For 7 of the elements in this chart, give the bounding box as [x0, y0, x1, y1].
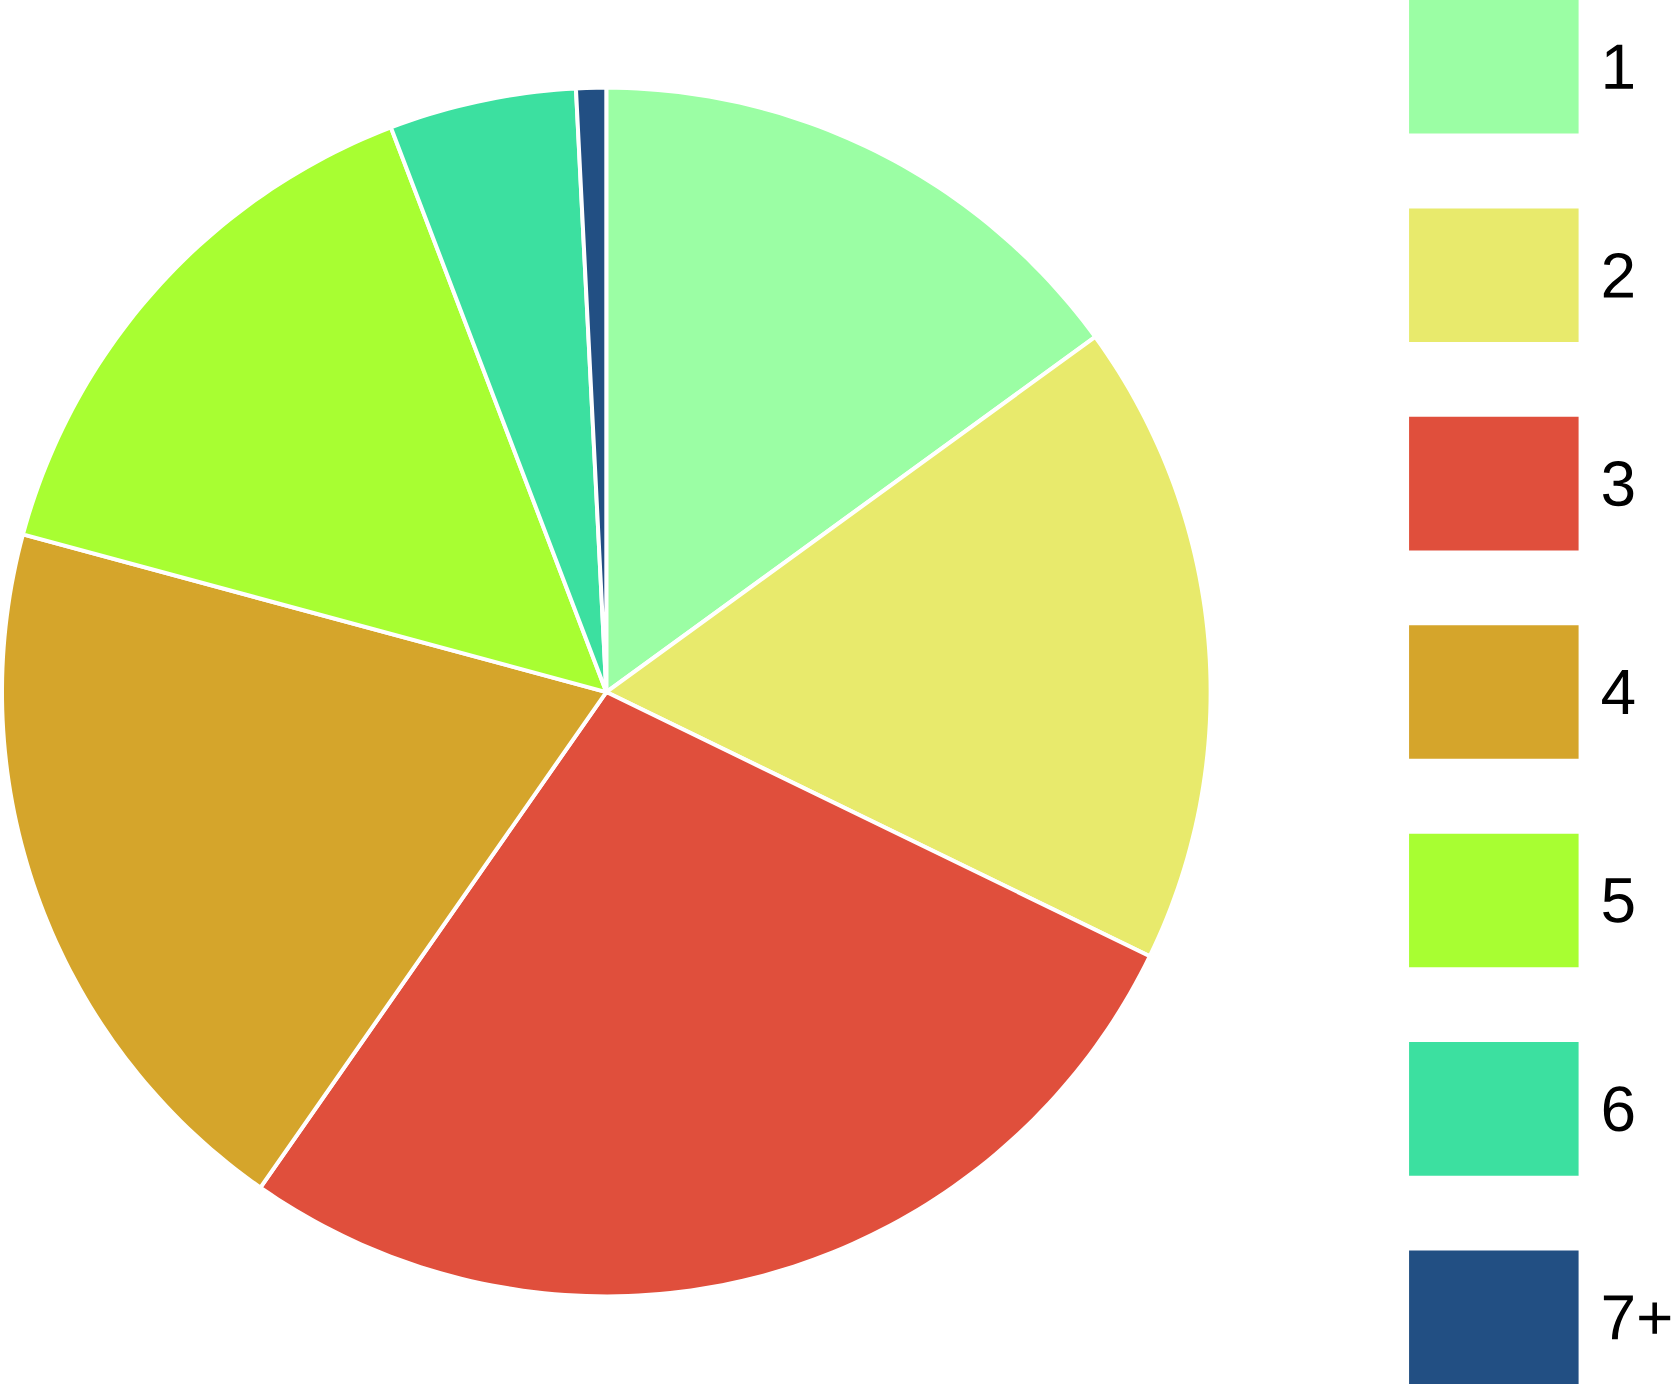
- legend-label: 3: [1603, 461, 1634, 507]
- legend-label: 1: [1605, 44, 1633, 89]
- legend-label: 4: [1602, 670, 1635, 714]
- legend-label: 7+: [1603, 1295, 1671, 1340]
- legend-label: 2: [1603, 252, 1633, 298]
- legend-label: 5: [1603, 878, 1634, 923]
- legend-label: 6: [1603, 1086, 1634, 1132]
